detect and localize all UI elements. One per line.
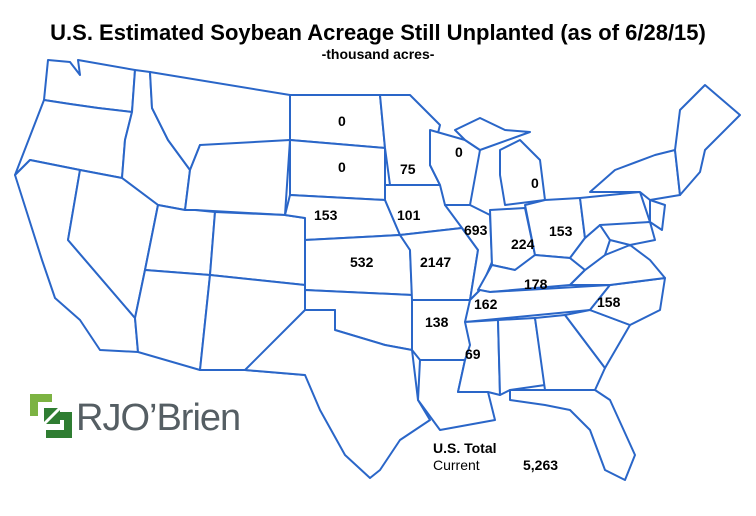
- value-label-ks: 532: [350, 254, 374, 270]
- value-label-in: 224: [511, 236, 535, 252]
- state-ga: [534, 314, 606, 391]
- state-nj: [649, 199, 666, 231]
- current-label: Current: [433, 457, 480, 473]
- state-az: [134, 269, 211, 371]
- value-label-ar: 138: [425, 314, 449, 330]
- state-mi-up: [454, 117, 531, 151]
- value-label-nc: 158: [597, 294, 621, 310]
- map-subtitle: -thousand acres-: [321, 46, 435, 62]
- value-label-sd: 0: [338, 159, 346, 175]
- state-nc: [589, 277, 666, 326]
- value-label-il: 693: [464, 222, 488, 238]
- value-label-tn: 162: [474, 296, 498, 312]
- value-label-mi: 0: [531, 175, 539, 191]
- state-ny: [589, 149, 681, 201]
- value-label-ms: 69: [465, 346, 481, 362]
- state-fl: [509, 389, 636, 481]
- state-md: [599, 221, 656, 246]
- rjobrien-logo: RJO’Brien: [30, 394, 241, 444]
- state-al: [497, 317, 546, 396]
- state-mi-lp: [499, 139, 546, 206]
- value-label-ia: 101: [397, 207, 421, 223]
- value-label-oh: 153: [549, 223, 573, 239]
- value-label-mo: 2147: [420, 254, 451, 270]
- state-co: [209, 211, 306, 286]
- state-ut: [144, 204, 216, 276]
- state-new-england: [674, 84, 741, 196]
- us-total-label: U.S. Total: [433, 440, 497, 456]
- value-label-ne: 153: [314, 207, 338, 223]
- state-wy: [184, 139, 291, 216]
- state-tx: [244, 309, 431, 479]
- value-label-wi: 0: [455, 144, 463, 160]
- logo-text: RJO’Brien: [76, 397, 241, 439]
- us-total-box: U.S. Total Current 5,263: [433, 440, 558, 473]
- current-total-value: 5,263: [523, 457, 559, 473]
- value-label-ky: 178: [524, 276, 548, 292]
- value-label-nd: 0: [338, 113, 346, 129]
- logo-mark-icon: [30, 394, 72, 438]
- state-ar: [411, 299, 471, 361]
- map-title: U.S. Estimated Soybean Acreage Still Unp…: [50, 20, 706, 45]
- value-label-mn: 75: [400, 161, 416, 177]
